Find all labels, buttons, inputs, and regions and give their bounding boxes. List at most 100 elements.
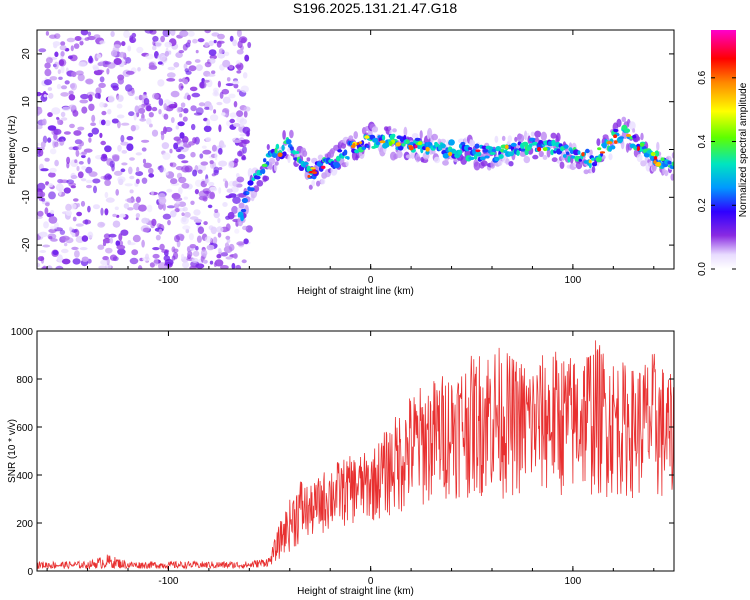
noise-blob: [97, 221, 105, 228]
spectral-peak: [637, 146, 640, 151]
noise-blob: [152, 40, 156, 46]
noise-blob: [59, 45, 67, 51]
spectral-core: [366, 144, 370, 149]
noise-blob: [69, 83, 76, 89]
spectral-halo: [621, 116, 627, 123]
spectral-halo: [238, 202, 245, 209]
noise-blob: [218, 124, 222, 133]
noise-blob: [70, 175, 78, 179]
noise-blob: [37, 91, 42, 97]
noise-blob: [175, 200, 181, 205]
spectral-halo: [556, 132, 561, 142]
spectral-core: [254, 175, 261, 180]
noise-blob: [205, 137, 212, 142]
noise-blob: [73, 130, 82, 136]
noise-blob: [120, 134, 125, 143]
spectral-core: [474, 143, 480, 149]
noise-blob: [182, 261, 190, 269]
noise-blob: [87, 157, 91, 165]
spectral-halo: [244, 204, 249, 215]
noise-blob: [185, 60, 192, 65]
noise-blob: [69, 226, 73, 232]
noise-blob: [181, 160, 189, 164]
noise-blob: [141, 239, 145, 248]
noise-blob: [210, 226, 217, 235]
spectral-halo: [494, 135, 499, 143]
noise-blob: [45, 202, 50, 207]
noise-blob: [57, 254, 63, 262]
noise-blob: [222, 59, 231, 68]
noise-blob: [224, 51, 230, 57]
noise-blob: [209, 58, 216, 64]
spectral-halo: [534, 130, 542, 138]
spectral-halo: [636, 154, 643, 162]
noise-blob: [78, 161, 84, 165]
spectral-halo: [353, 131, 359, 140]
spectral-core: [333, 161, 341, 169]
noise-blob: [84, 219, 89, 225]
noise-blob: [96, 69, 105, 74]
snr-x-axis-label: Height of straight line (km): [297, 586, 414, 597]
noise-blob: [231, 262, 236, 269]
spectral-peak: [597, 147, 602, 151]
noise-blob: [208, 49, 217, 56]
spectral-peak: [307, 174, 311, 178]
noise-blob: [178, 50, 185, 54]
noise-blob: [183, 79, 189, 85]
noise-blob: [93, 185, 97, 194]
noise-blob: [204, 236, 212, 243]
spectral-halo: [532, 154, 539, 160]
noise-blob: [37, 147, 42, 155]
noise-blob: [116, 94, 124, 103]
noise-blob: [241, 259, 247, 264]
noise-blob: [63, 187, 71, 194]
spectral-core: [382, 134, 386, 141]
noise-blob: [153, 258, 159, 266]
noise-blob: [181, 212, 185, 216]
noise-blob: [115, 189, 119, 196]
noise-blob: [81, 235, 89, 242]
noise-blob: [127, 45, 132, 52]
noise-blob: [74, 250, 80, 258]
noise-blob: [106, 68, 110, 75]
spectral-halo: [392, 128, 397, 133]
noise-blob: [174, 208, 180, 213]
noise-blob: [37, 107, 43, 115]
spectral-core: [391, 133, 396, 138]
noise-blob: [194, 59, 201, 63]
spectral-peak: [504, 144, 509, 149]
noise-blob: [192, 169, 198, 177]
noise-blob: [189, 265, 197, 269]
noise-blob: [170, 178, 178, 185]
noise-blob: [237, 150, 243, 157]
noise-blob: [190, 151, 196, 158]
noise-blob: [188, 65, 197, 72]
noise-blob: [85, 78, 94, 85]
noise-blob: [79, 247, 88, 251]
noise-blob: [105, 197, 115, 203]
noise-blob: [177, 121, 185, 127]
noise-blob: [118, 233, 123, 241]
spectral-core: [632, 134, 637, 139]
noise-blob: [211, 173, 216, 177]
spectral-halo: [616, 118, 622, 128]
spectral-core: [448, 139, 455, 146]
spectral-core: [405, 139, 410, 144]
noise-blob: [128, 111, 135, 117]
noise-blob: [91, 114, 96, 123]
spectral-halo: [591, 166, 596, 173]
noise-blob: [88, 94, 93, 102]
noise-blob: [233, 101, 238, 108]
noise-blob: [81, 151, 87, 155]
spectral-halo: [330, 166, 338, 176]
noise-blob: [228, 93, 236, 99]
noise-blob: [229, 112, 238, 118]
noise-blob: [121, 150, 128, 154]
y-tick-label: 0: [21, 146, 32, 152]
noise-blob: [218, 187, 222, 194]
noise-blob: [42, 118, 47, 126]
noise-blob: [40, 168, 49, 172]
spectral-core: [601, 142, 607, 149]
noise-blob: [86, 184, 92, 189]
spectral-peak: [388, 141, 393, 147]
